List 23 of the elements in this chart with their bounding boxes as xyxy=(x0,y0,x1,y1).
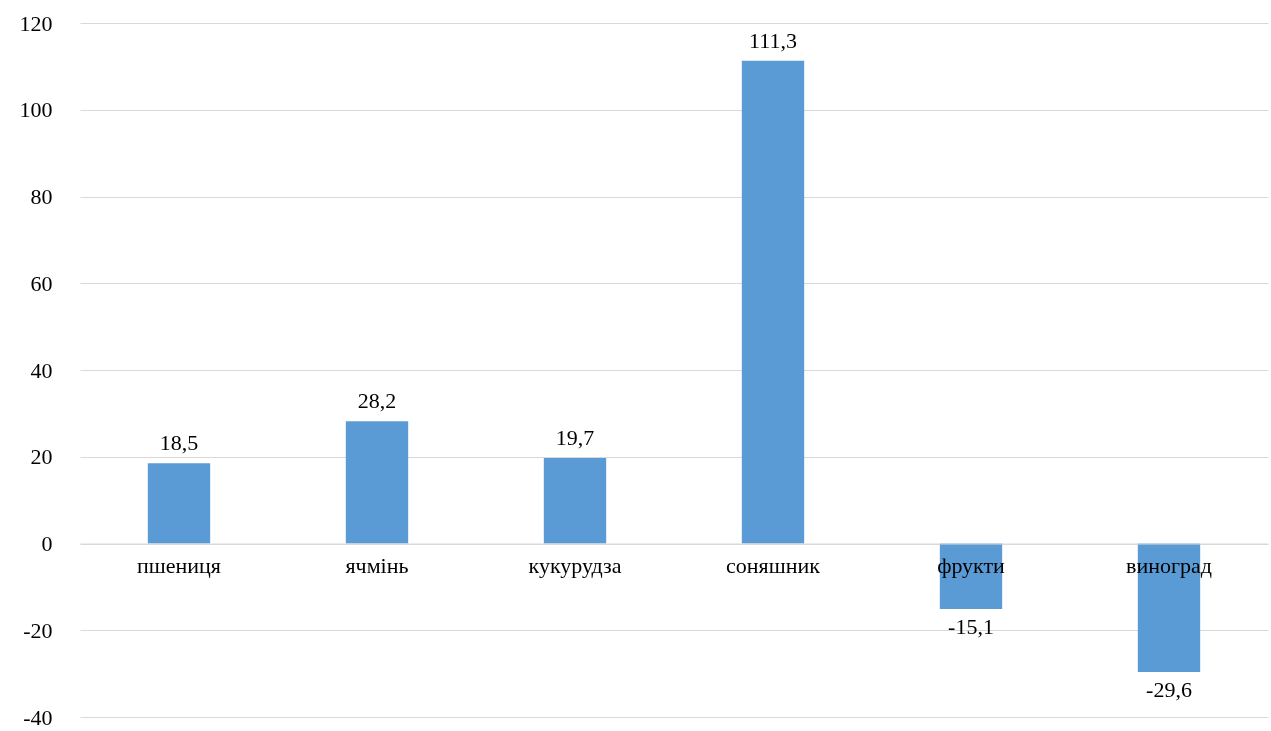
y-tick-label: -40 xyxy=(23,704,53,730)
data-label: 19,7 xyxy=(555,425,595,451)
y-tick-label: 80 xyxy=(30,184,53,209)
data-label: 28,2 xyxy=(357,388,397,414)
x-tick-label: кукурудза xyxy=(528,553,622,578)
x-tick-label: соняшник xyxy=(726,553,821,578)
y-tick-label: 0 xyxy=(41,531,53,556)
bar xyxy=(543,458,607,544)
y-tick-label: 100 xyxy=(19,97,53,123)
x-tick-label: ячмінь xyxy=(345,553,409,578)
bar xyxy=(741,60,805,544)
y-tick-label: 20 xyxy=(30,444,53,470)
y-tick-label: 120 xyxy=(19,10,53,36)
data-label: 111,3 xyxy=(749,27,797,53)
bar xyxy=(147,463,211,544)
data-label: -15,1 xyxy=(948,614,994,639)
data-label: -29,6 xyxy=(1146,676,1192,702)
bar xyxy=(345,421,409,544)
y-tick-label: 40 xyxy=(30,357,53,383)
x-tick-label: пшениця xyxy=(137,553,221,578)
y-tick-label: -20 xyxy=(23,617,53,643)
data-label: 18,5 xyxy=(159,430,199,456)
y-tick-label: 60 xyxy=(30,270,53,296)
